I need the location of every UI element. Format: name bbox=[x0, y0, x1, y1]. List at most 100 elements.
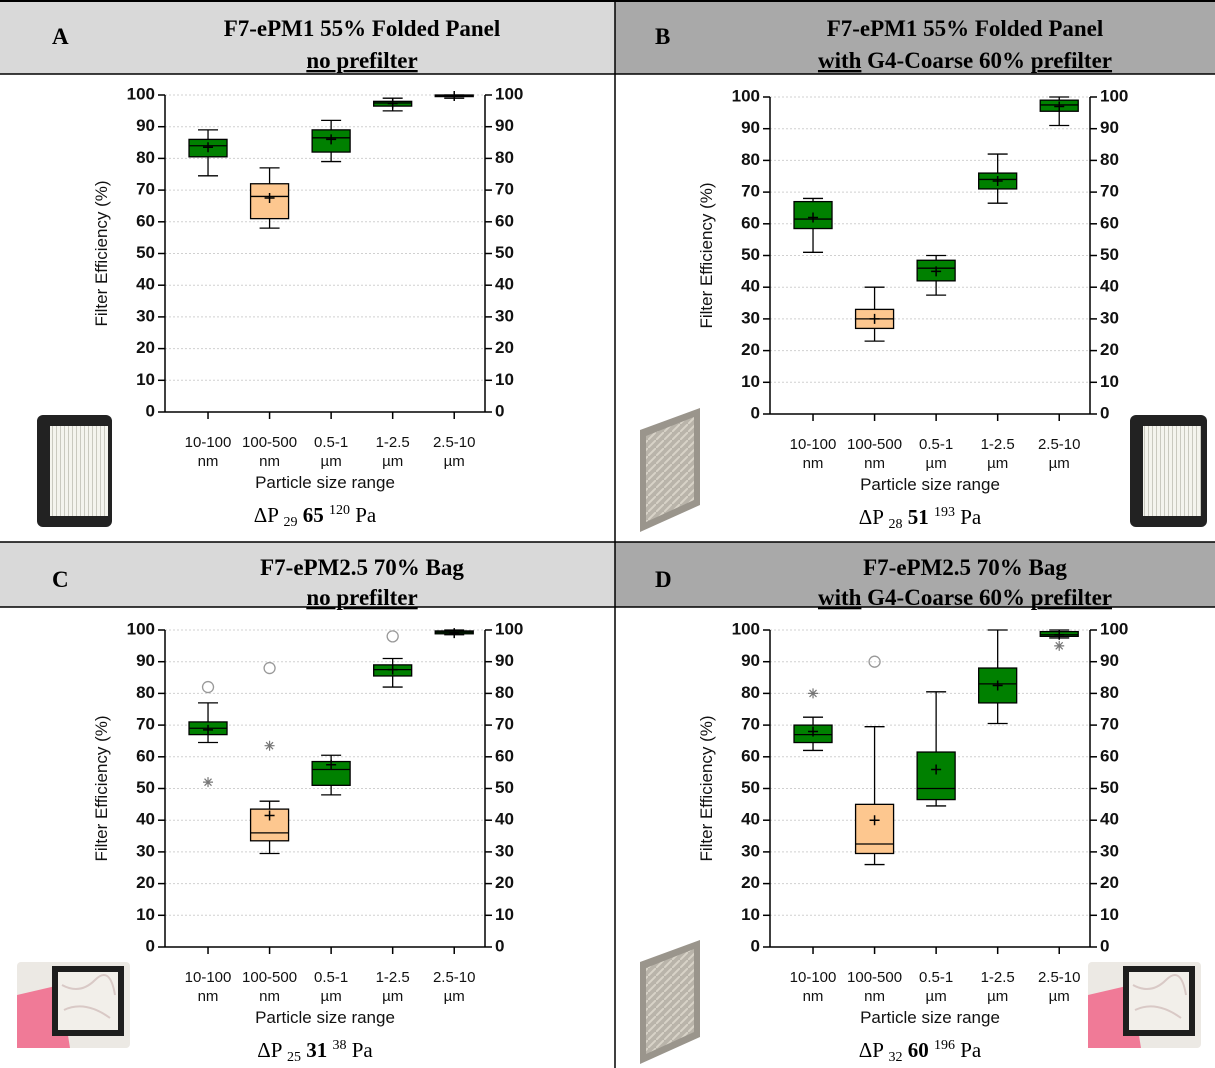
y2-tick-label: 100 bbox=[1100, 86, 1128, 105]
extreme-outlier bbox=[203, 777, 214, 788]
chart-panel: 0 10 20 30 40 50 60 70 80 90 100 0 10 20 30 40 50 60 70 80 9… bbox=[697, 619, 1128, 1065]
outlier bbox=[263, 661, 276, 675]
y-tick-label: 100 bbox=[127, 619, 155, 638]
panel-letter: B bbox=[655, 24, 670, 49]
y-tick-label: 60 bbox=[741, 213, 760, 232]
y-axis-label: Filter Efficiency (%) bbox=[92, 180, 111, 326]
y-tick-label: 0 bbox=[146, 936, 155, 955]
x-tick-label: 2.5-10 µm bbox=[1038, 969, 1081, 1005]
y-tick-label: 20 bbox=[136, 873, 155, 892]
y-axis-label: Filter Efficiency (%) bbox=[697, 182, 716, 328]
y-tick-label: 50 bbox=[741, 245, 760, 264]
panel-subtitle: no prefilter bbox=[306, 48, 417, 73]
extreme-outlier bbox=[264, 740, 275, 751]
panel-letter: D bbox=[655, 567, 672, 592]
mean-marker bbox=[869, 815, 880, 826]
y-tick-label: 70 bbox=[741, 182, 760, 201]
subtitle-part: no prefilter bbox=[306, 48, 417, 73]
pressure-median: 51 bbox=[908, 505, 929, 529]
y-tick-label: 60 bbox=[136, 746, 155, 765]
mean-marker bbox=[1054, 629, 1065, 640]
y-tick-label: 90 bbox=[741, 651, 760, 670]
pressure-label: ΔP bbox=[859, 505, 884, 529]
y-tick-label: 40 bbox=[136, 275, 155, 294]
y2-tick-label: 90 bbox=[1100, 118, 1119, 137]
y2-tick-label: 70 bbox=[1100, 715, 1119, 734]
mean-marker bbox=[449, 628, 460, 639]
y-tick-label: 30 bbox=[136, 841, 155, 860]
y2-tick-label: 20 bbox=[1100, 340, 1119, 359]
y2-tick-label: 80 bbox=[495, 148, 514, 167]
chart-panel: 0 10 20 30 40 50 60 70 80 90 100 0 10 20 30 40 50 60 70 80 9… bbox=[92, 619, 523, 1066]
pressure-label: ΔP bbox=[859, 1038, 884, 1062]
y2-tick-label: 90 bbox=[495, 651, 514, 670]
y-tick-label: 70 bbox=[136, 180, 155, 199]
y2-tick-label: 60 bbox=[1100, 746, 1119, 765]
panel-filter-photo bbox=[1130, 415, 1207, 527]
y-tick-label: 0 bbox=[751, 403, 760, 422]
y-tick-label: 10 bbox=[136, 905, 155, 924]
y2-tick-label: 50 bbox=[1100, 245, 1119, 264]
x-tick-label: 1-2.5 µm bbox=[981, 436, 1015, 472]
y-tick-label: 40 bbox=[741, 810, 760, 829]
outlier bbox=[868, 655, 881, 668]
y-axis-label: Filter Efficiency (%) bbox=[697, 715, 716, 861]
mean-marker bbox=[931, 764, 942, 775]
y-tick-label: 60 bbox=[741, 746, 760, 765]
coarse-filter-photo bbox=[640, 408, 700, 532]
y-tick-label: 70 bbox=[741, 715, 760, 734]
box bbox=[916, 751, 956, 801]
mean-marker bbox=[808, 726, 819, 737]
outlier bbox=[386, 630, 399, 643]
y-tick-label: 10 bbox=[741, 905, 760, 924]
y2-tick-label: 0 bbox=[1100, 403, 1109, 422]
mean-marker bbox=[992, 176, 1003, 187]
y2-tick-label: 20 bbox=[495, 873, 514, 892]
outlier bbox=[201, 680, 215, 694]
panel-header: A F7-ePM1 55% Folded Panel no prefilter bbox=[52, 16, 500, 73]
x-tick-label: 10-100 nm bbox=[790, 436, 837, 472]
y2-tick-label: 40 bbox=[1100, 277, 1119, 296]
y2-tick-label: 50 bbox=[495, 243, 514, 262]
y2-tick-label: 70 bbox=[495, 180, 514, 199]
x-tick-label: 100-500 nm bbox=[847, 436, 902, 472]
pressure-median: 31 bbox=[306, 1038, 327, 1062]
y-tick-label: 90 bbox=[136, 651, 155, 670]
panel-title: F7-ePM2.5 70% Bag bbox=[863, 555, 1067, 580]
x-tick-label: 10-100 nm bbox=[790, 969, 837, 1005]
header-band bbox=[615, 0, 1215, 74]
x-tick-label: 1-2.5 µm bbox=[376, 969, 410, 1005]
y2-tick-label: 40 bbox=[495, 810, 514, 829]
mean-marker bbox=[326, 134, 337, 145]
pressure-unit: Pa bbox=[960, 505, 982, 529]
y2-tick-label: 80 bbox=[1100, 683, 1119, 702]
pressure-label: ΔP bbox=[254, 503, 279, 527]
pressure-drop: ΔP 25 31 38 Pa bbox=[257, 1030, 373, 1066]
y2-tick-label: 60 bbox=[495, 746, 514, 765]
y-tick-label: 20 bbox=[136, 338, 155, 357]
y-tick-label: 0 bbox=[751, 936, 760, 955]
y-tick-label: 70 bbox=[136, 715, 155, 734]
y-tick-label: 20 bbox=[741, 340, 760, 359]
y2-tick-label: 90 bbox=[495, 116, 514, 135]
subtitle-part: prefilter bbox=[1031, 585, 1112, 610]
y2-tick-label: 0 bbox=[495, 936, 504, 955]
panel-letter: A bbox=[52, 24, 69, 49]
y-tick-label: 80 bbox=[136, 683, 155, 702]
mean-marker bbox=[264, 810, 275, 821]
y-axis-label: Filter Efficiency (%) bbox=[92, 715, 111, 861]
y2-tick-label: 20 bbox=[1100, 873, 1119, 892]
y-tick-label: 10 bbox=[136, 370, 155, 389]
y2-tick-label: 40 bbox=[495, 275, 514, 294]
y2-tick-label: 50 bbox=[1100, 778, 1119, 797]
y2-tick-label: 30 bbox=[1100, 308, 1119, 327]
panel-filter-photo bbox=[37, 415, 112, 527]
mean-marker bbox=[326, 759, 337, 770]
x-tick-label: 10-100 nm bbox=[185, 969, 232, 1005]
y-tick-label: 80 bbox=[136, 148, 155, 167]
pressure-max: 193 bbox=[934, 505, 955, 520]
y2-tick-label: 60 bbox=[495, 211, 514, 230]
y-tick-label: 100 bbox=[732, 86, 760, 105]
x-tick-label: 0.5-1 µm bbox=[919, 436, 953, 472]
y-tick-label: 90 bbox=[741, 118, 760, 137]
